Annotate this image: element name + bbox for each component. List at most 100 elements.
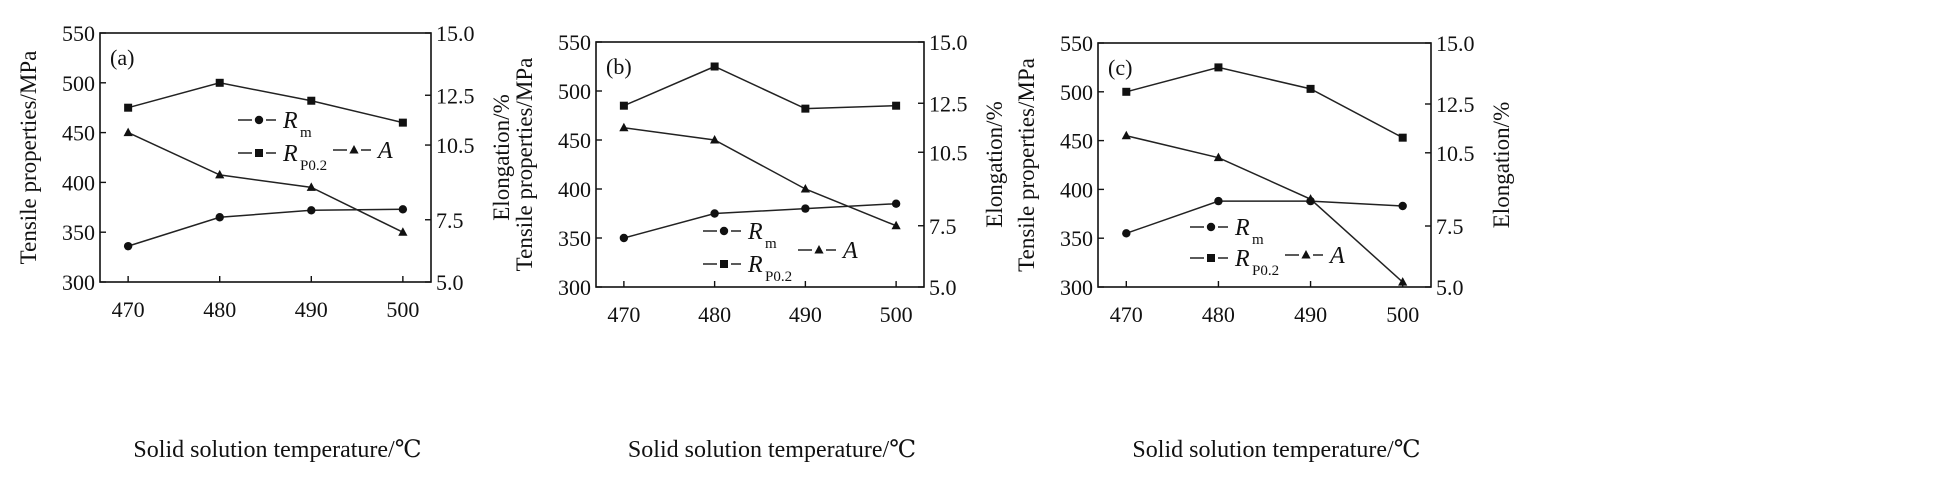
left-tick-label: 550 — [1060, 31, 1093, 56]
right-tick-label: 10.5 — [1436, 141, 1475, 166]
left-tick-label: 450 — [62, 121, 95, 146]
legend-label-sub: m — [300, 125, 312, 141]
data-point-rm — [801, 204, 810, 213]
right-tick-label: 5.0 — [1436, 275, 1464, 300]
x-axis-title: Solid solution temperature/℃ — [1132, 437, 1420, 463]
series-line-rm — [127, 208, 403, 247]
legend-label: A — [841, 238, 858, 264]
legend-entry-a: A — [333, 138, 393, 164]
legend-marker-rm — [719, 226, 729, 236]
data-point-a — [1213, 152, 1224, 162]
panel-label: (c) — [1108, 55, 1132, 80]
right-tick-label: 5.0 — [929, 275, 957, 300]
legend-label-sub: P0.2 — [765, 269, 792, 285]
chart-panel-2: 300 350 400 450 500 550 5.0 7.5 10.5 12.5 15.0 470 4… — [512, 30, 1007, 463]
legend-label: R — [282, 141, 298, 167]
data-point-a — [891, 220, 901, 230]
legend-entry-a: A — [1285, 243, 1345, 269]
chart-panel-3: 300 350 400 450 500 550 5.0 7.5 10.5 12.5 15.0 470 4… — [1014, 31, 1514, 463]
series-line-rm — [623, 202, 897, 239]
left-tick-label: 400 — [558, 177, 591, 202]
legend-marker-a — [349, 145, 359, 154]
left-tick-label: 400 — [1060, 177, 1093, 202]
legend-label: R — [1234, 215, 1250, 241]
legend-marker-rp — [255, 149, 263, 157]
data-point-rp — [124, 103, 133, 112]
left-tick-label: 300 — [62, 270, 95, 295]
data-point-rp — [1214, 63, 1223, 72]
left-tick-label: 550 — [558, 30, 591, 55]
x-tick-label: 470 — [607, 302, 640, 327]
right-tick-label: 5.0 — [436, 270, 464, 295]
x-tick-label: 490 — [789, 302, 822, 327]
left-tick-label: 300 — [1060, 275, 1093, 300]
data-point-rp — [1398, 133, 1407, 142]
data-point-rp — [619, 101, 628, 110]
plot-frame — [99, 32, 432, 283]
legend-marker-rm — [254, 115, 264, 125]
left-tick-label: 350 — [1060, 226, 1093, 251]
legend-entry-rp: R P0.2 — [703, 252, 792, 285]
data-point-rm — [307, 206, 316, 215]
data-point-rp — [307, 96, 316, 105]
legend-marker-rp — [1207, 254, 1215, 262]
legend-marker-rp — [720, 260, 728, 268]
data-point-rm — [710, 209, 719, 218]
legend-label: R — [747, 219, 763, 245]
right-tick-label: 15.0 — [929, 30, 968, 55]
data-point-rm — [1398, 201, 1407, 211]
data-point-rm — [1122, 229, 1131, 238]
legend-label-sub: P0.2 — [300, 158, 327, 174]
legend-entry-rp: R P0.2 — [238, 141, 327, 174]
data-point-a — [1305, 194, 1316, 203]
x-axis-title: Solid solution temperature/℃ — [628, 437, 916, 463]
right-tick-label: 12.5 — [436, 83, 475, 108]
data-point-rp — [801, 104, 810, 113]
panel-label: (a) — [110, 45, 134, 70]
series-line-rp — [623, 65, 897, 110]
right-tick-label: 7.5 — [929, 214, 957, 239]
y-left-axis-title: Tensile properties/MPa — [512, 58, 537, 272]
series-line-rm — [1126, 200, 1403, 235]
data-point-a — [619, 122, 629, 132]
data-point-rm — [891, 199, 901, 208]
right-tick-label: 12.5 — [929, 91, 968, 116]
right-tick-label: 12.5 — [1436, 92, 1475, 117]
legend-label: A — [1328, 243, 1345, 269]
x-tick-label: 500 — [386, 297, 419, 322]
x-tick-label: 490 — [295, 297, 328, 322]
data-point-rm — [398, 205, 408, 214]
data-point-a — [398, 227, 408, 236]
y-left-axis-title: Tensile properties/MPa — [1014, 58, 1039, 272]
legend-label: R — [747, 252, 763, 278]
legend-marker-rm — [1206, 222, 1216, 232]
data-point-rm — [1214, 196, 1223, 206]
series-line-rp — [127, 82, 404, 124]
x-tick-label: 500 — [880, 302, 913, 327]
left-tick-label: 300 — [558, 275, 591, 300]
left-tick-label: 350 — [558, 226, 591, 251]
x-tick-label: 480 — [1202, 302, 1235, 327]
x-axis-title: Solid solution temperature/℃ — [133, 437, 421, 463]
data-point-rp — [1122, 87, 1131, 96]
data-point-rp — [892, 101, 901, 110]
legend-label: R — [282, 108, 298, 134]
x-tick-label: 500 — [1386, 302, 1419, 327]
right-tick-label: 10.5 — [929, 140, 968, 165]
left-tick-label: 450 — [558, 128, 591, 153]
data-point-a — [800, 184, 810, 193]
left-tick-label: 500 — [1060, 80, 1093, 105]
legend-marker-a — [814, 245, 824, 254]
legend-label-sub: P0.2 — [1252, 263, 1279, 279]
legend-label-sub: m — [765, 236, 777, 252]
series-line-a — [623, 127, 897, 227]
data-point-a — [1398, 277, 1408, 286]
data-point-a — [123, 127, 133, 137]
data-point-a — [306, 182, 316, 191]
x-tick-label: 470 — [112, 297, 145, 322]
legend-label-sub: m — [1252, 232, 1264, 248]
data-point-rp — [215, 78, 224, 87]
data-point-rm — [123, 241, 133, 251]
